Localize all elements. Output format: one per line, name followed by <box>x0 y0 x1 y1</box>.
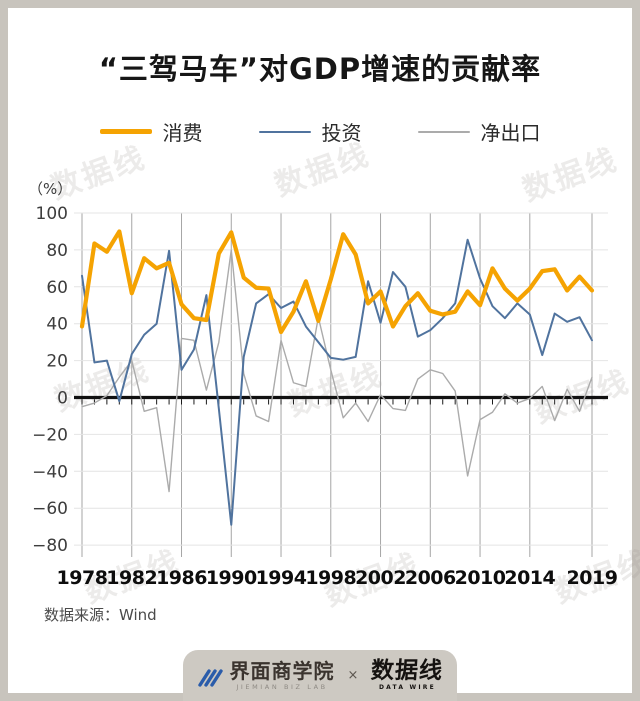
x-axis-tick-label: 2002 <box>355 567 406 589</box>
jiemian-stripes-icon <box>197 668 223 687</box>
x-axis-tick-label: 1990 <box>206 567 257 589</box>
x-axis-tick-label: 1978 <box>57 567 108 589</box>
x-axis-tick-label: 2010 <box>455 567 506 589</box>
y-axis-tick-label: −80 <box>32 536 68 556</box>
jiemian-logo-block: 界面商学院 JIEMIAN BIZ LAB <box>197 661 335 691</box>
legend: 消费 投资 净出口 <box>0 117 640 146</box>
y-axis-tick-label: 80 <box>46 241 68 261</box>
y-axis-tick-label: 20 <box>46 352 68 372</box>
jiemian-logo-subtext: JIEMIAN BIZ LAB <box>236 682 328 691</box>
legend-label: 净出口 <box>480 121 541 145</box>
x-axis-tick-label: 1994 <box>256 567 307 589</box>
x-axis-tick-label: 1986 <box>156 567 207 589</box>
y-axis-tick-label: 60 <box>46 278 68 298</box>
legend-item-consumption: 消费 <box>99 117 203 146</box>
legend-item-net-exports: 净出口 <box>417 117 541 146</box>
consumption-line-swatch <box>99 129 152 134</box>
datawire-logo-text: 数据线 <box>370 658 445 684</box>
x-axis-tick-label: 2014 <box>504 567 555 589</box>
series-line-net-exports <box>81 249 593 493</box>
y-axis-tick-label: −60 <box>32 499 68 519</box>
investment-line-swatch <box>258 130 311 133</box>
line-chart: 100 80 60 40 20 0 −20 −40 −60 −80 1978198219861990… <box>32 204 618 589</box>
y-axis-tick-label: −20 <box>32 425 68 445</box>
y-axis-tick-label: 0 <box>57 389 68 409</box>
y-axis-tick-label: −40 <box>32 462 68 482</box>
legend-label: 投资 <box>321 121 362 145</box>
legend-item-investment: 投资 <box>258 117 362 146</box>
series-line-consumption <box>79 229 595 335</box>
chart-card <box>8 8 632 693</box>
y-axis-tick-label: 100 <box>36 204 68 224</box>
collab-x-separator: × <box>347 668 359 683</box>
net-exports-line-swatch <box>417 130 470 133</box>
source-note: 数据来源：Wind <box>44 606 157 624</box>
footer-badge: 界面商学院 JIEMIAN BIZ LAB × 数据线 DATA WIRE <box>183 650 457 701</box>
legend-label: 消费 <box>162 121 203 145</box>
page-title: “三驾马车”对GDP增速的贡献率 <box>98 52 542 86</box>
x-axis-tick-label: 2006 <box>405 567 456 589</box>
jiemian-logo-text: 界面商学院 <box>229 658 335 683</box>
x-axis-tick-label: 2019 <box>567 567 618 589</box>
series-line-investment <box>81 238 593 526</box>
y-axis-unit-label: （%） <box>28 180 73 198</box>
datawire-logo-subtext: DATA WIRE <box>379 684 436 691</box>
datawire-logo-block: 数据线 DATA WIRE <box>370 658 445 691</box>
x-axis-tick-label: 1998 <box>305 567 356 589</box>
y-axis-tick-label: 40 <box>46 315 68 335</box>
x-axis-tick-label: 1982 <box>106 567 157 589</box>
